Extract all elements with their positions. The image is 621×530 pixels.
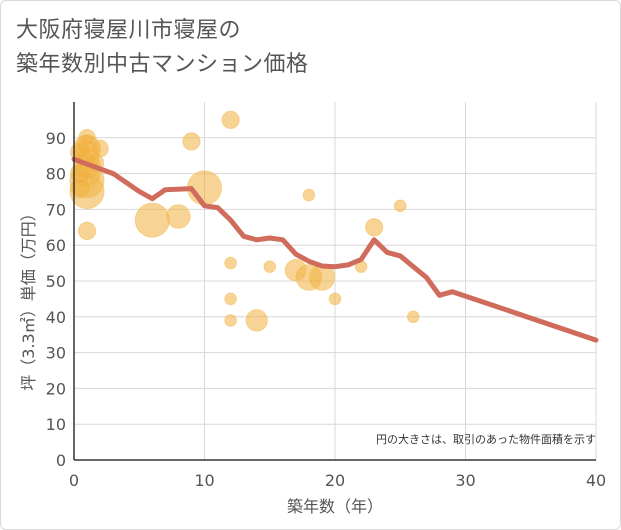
y-tick-label: 30 (46, 344, 66, 363)
y-tick-label: 0 (56, 451, 66, 470)
y-tick-label: 80 (46, 165, 66, 184)
x-tick-label: 10 (194, 471, 214, 490)
y-tick-label: 20 (46, 379, 66, 398)
bubble (365, 218, 384, 237)
size-note: 円の大きさは、取引のあった物件面積を示す (376, 432, 596, 446)
bubble (134, 202, 170, 238)
y-tick-label: 70 (46, 200, 66, 219)
bubble (78, 129, 96, 147)
x-tick-label: 0 (69, 471, 79, 490)
y-tick-label: 60 (46, 236, 66, 255)
trend-line (71, 156, 599, 343)
bubble (393, 199, 407, 213)
chart-title-line-1: 大阪府寝屋川市寝屋の (16, 18, 242, 43)
x-tick-label: 20 (325, 471, 345, 490)
y-tick-label: 90 (46, 129, 66, 148)
trend-line-group (71, 156, 599, 343)
grid-lines (74, 102, 597, 460)
bubble (284, 259, 308, 282)
bubble (263, 260, 277, 273)
x-tick-label: 30 (455, 471, 475, 490)
x-axis-label: 築年数（年） (287, 497, 383, 516)
bubble (221, 110, 240, 130)
chart-title: 大阪府寝屋川市寝屋の 築年数別中古マンション価格 (16, 14, 309, 82)
bubble (77, 221, 97, 240)
bubbles (69, 110, 420, 332)
bubble (166, 204, 191, 229)
bubble (328, 292, 342, 306)
bubble (182, 132, 201, 151)
bubble (224, 314, 237, 327)
tick-labels: 0 10 20 30 40 50 60 70 80 90 0 10 20 30 40 (46, 129, 607, 490)
y-tick-label: 40 (46, 308, 66, 327)
y-tick-label: 10 (46, 415, 66, 434)
bubble (407, 310, 420, 324)
bubble (245, 309, 268, 332)
bubble (91, 139, 109, 158)
y-axis-label: 坪（3.3㎡）単価（万円） (19, 205, 38, 390)
x-tick-label: 40 (586, 471, 606, 490)
axes (73, 102, 596, 461)
bubble (302, 188, 316, 202)
chart-title-line-2: 築年数別中古マンション価格 (16, 52, 309, 77)
bubble (224, 292, 237, 306)
bubble (70, 177, 92, 199)
bubble (224, 256, 237, 270)
y-tick-label: 50 (46, 272, 66, 291)
